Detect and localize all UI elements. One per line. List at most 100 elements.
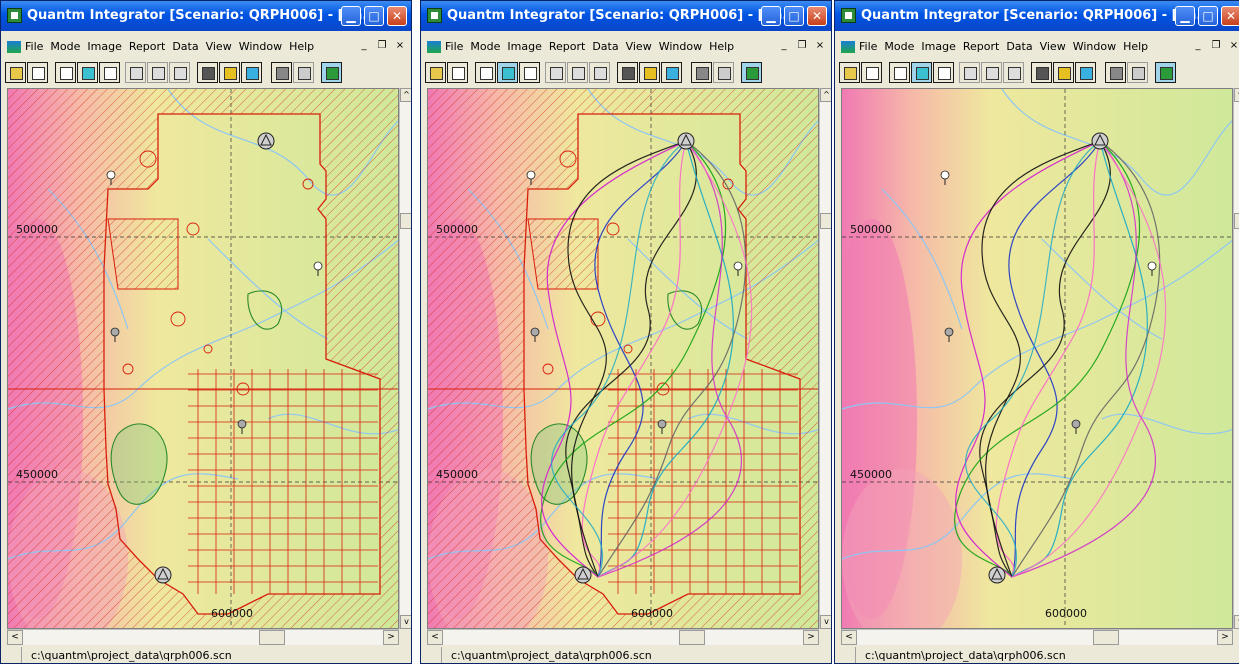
menu-file[interactable]: File [859, 40, 878, 53]
map-view[interactable]: 500000 450000 600000 [427, 88, 819, 629]
horizontal-scrollbar[interactable]: < > [841, 629, 1233, 645]
document-window-icon[interactable] [841, 41, 855, 53]
shape-button[interactable] [713, 62, 734, 83]
minimize-button[interactable]: ▁ [1175, 6, 1195, 26]
stamp-button[interactable] [1003, 62, 1024, 83]
camera-button[interactable] [617, 62, 638, 83]
scroll-down-button[interactable]: v [400, 615, 411, 629]
vertical-scroll-thumb[interactable] [820, 213, 831, 229]
minimize-button[interactable]: ▁ [761, 6, 781, 26]
scroll-down-button[interactable]: v [1234, 615, 1239, 629]
mdi-close-button[interactable]: × [1229, 40, 1239, 51]
tools-button[interactable] [519, 62, 540, 83]
book-button[interactable] [219, 62, 240, 83]
menu-mode[interactable]: Mode [470, 40, 501, 53]
arrow-right-button[interactable] [147, 62, 168, 83]
mdi-close-button[interactable]: × [815, 40, 825, 51]
arrow-right-button[interactable] [567, 62, 588, 83]
scroll-left-button[interactable]: < [427, 630, 443, 645]
arrow-left-button[interactable] [125, 62, 146, 83]
menu-window[interactable]: Window [658, 40, 703, 53]
title-bar[interactable]: Quantm Integrator [Scenario: QRPH006] - … [835, 1, 1239, 31]
menu-report[interactable]: Report [962, 40, 1000, 53]
menu-image[interactable]: Image [921, 40, 956, 53]
document-button[interactable] [661, 62, 682, 83]
title-bar[interactable]: Quantm Integrator [Scenario: QRPH006] - … [1, 1, 411, 31]
route-button[interactable] [1155, 62, 1176, 83]
scroll-left-button[interactable]: < [841, 630, 857, 645]
maximize-button[interactable]: □ [1198, 6, 1218, 26]
mdi-close-button[interactable]: × [395, 40, 405, 51]
scroll-up-button[interactable]: ^ [1234, 88, 1239, 102]
document-button[interactable] [241, 62, 262, 83]
menu-file[interactable]: File [445, 40, 464, 53]
window-button[interactable] [27, 62, 48, 83]
window-button[interactable] [447, 62, 468, 83]
route-button[interactable] [321, 62, 342, 83]
menu-file[interactable]: File [25, 40, 44, 53]
horizontal-scrollbar[interactable]: < > [427, 629, 819, 645]
menu-view[interactable]: View [1039, 40, 1066, 53]
book-button[interactable] [1053, 62, 1074, 83]
ruler-button[interactable] [271, 62, 292, 83]
camera-button[interactable] [197, 62, 218, 83]
scroll-left-button[interactable]: < [7, 630, 23, 645]
close-button[interactable]: ✕ [387, 6, 407, 26]
menu-window[interactable]: Window [1072, 40, 1117, 53]
tools-button[interactable] [99, 62, 120, 83]
vertical-scrollbar[interactable]: ^ v [1233, 88, 1239, 629]
balance-scale-button[interactable] [497, 62, 518, 83]
book-button[interactable] [639, 62, 660, 83]
scroll-down-button[interactable]: v [820, 615, 831, 629]
scroll-right-button[interactable]: > [803, 630, 819, 645]
menu-view[interactable]: View [205, 40, 232, 53]
open-folder-button[interactable] [425, 62, 446, 83]
shape-button[interactable] [293, 62, 314, 83]
ruler-button[interactable] [1105, 62, 1126, 83]
title-bar[interactable]: Quantm Integrator [Scenario: QRPH006] - … [421, 1, 831, 31]
balance-scale-button[interactable] [77, 62, 98, 83]
mdi-restore-button[interactable]: ❐ [797, 40, 807, 51]
eye-button[interactable] [475, 62, 496, 83]
horizontal-scroll-thumb[interactable] [1093, 630, 1119, 645]
menu-help[interactable]: Help [1123, 40, 1149, 53]
route-button[interactable] [741, 62, 762, 83]
scroll-up-button[interactable]: ^ [820, 88, 831, 102]
menu-data[interactable]: Data [172, 40, 199, 53]
vertical-scrollbar[interactable]: ^ v [399, 88, 411, 629]
vertical-scrollbar[interactable]: ^ v [819, 88, 831, 629]
eye-button[interactable] [889, 62, 910, 83]
menu-data[interactable]: Data [592, 40, 619, 53]
mdi-restore-button[interactable]: ❐ [1211, 40, 1221, 51]
mdi-minimize-button[interactable]: _ [1195, 40, 1201, 51]
vertical-scroll-thumb[interactable] [1234, 213, 1239, 229]
menu-view[interactable]: View [625, 40, 652, 53]
arrow-left-button[interactable] [545, 62, 566, 83]
scroll-right-button[interactable]: > [1217, 630, 1233, 645]
maximize-button[interactable]: □ [364, 6, 384, 26]
menu-report[interactable]: Report [128, 40, 166, 53]
close-button[interactable]: ✕ [1221, 6, 1239, 26]
horizontal-scroll-thumb[interactable] [259, 630, 285, 645]
stamp-button[interactable] [589, 62, 610, 83]
document-window-icon[interactable] [427, 41, 441, 53]
scroll-up-button[interactable]: ^ [400, 88, 411, 102]
menu-image[interactable]: Image [507, 40, 542, 53]
map-view[interactable]: 500000 450000 600000 [7, 88, 399, 629]
ruler-button[interactable] [691, 62, 712, 83]
horizontal-scroll-thumb[interactable] [679, 630, 705, 645]
window-button[interactable] [861, 62, 882, 83]
map-view[interactable]: 500000 450000 600000 [841, 88, 1233, 629]
close-button[interactable]: ✕ [807, 6, 827, 26]
maximize-button[interactable]: □ [784, 6, 804, 26]
menu-report[interactable]: Report [548, 40, 586, 53]
open-folder-button[interactable] [839, 62, 860, 83]
mdi-restore-button[interactable]: ❐ [377, 40, 387, 51]
stamp-button[interactable] [169, 62, 190, 83]
map-canvas[interactable]: 500000 450000 600000 [428, 89, 819, 629]
menu-help[interactable]: Help [709, 40, 735, 53]
menu-image[interactable]: Image [87, 40, 122, 53]
mdi-minimize-button[interactable]: _ [361, 40, 367, 51]
vertical-scroll-thumb[interactable] [400, 213, 411, 229]
map-canvas[interactable]: 500000 450000 600000 [842, 89, 1233, 629]
